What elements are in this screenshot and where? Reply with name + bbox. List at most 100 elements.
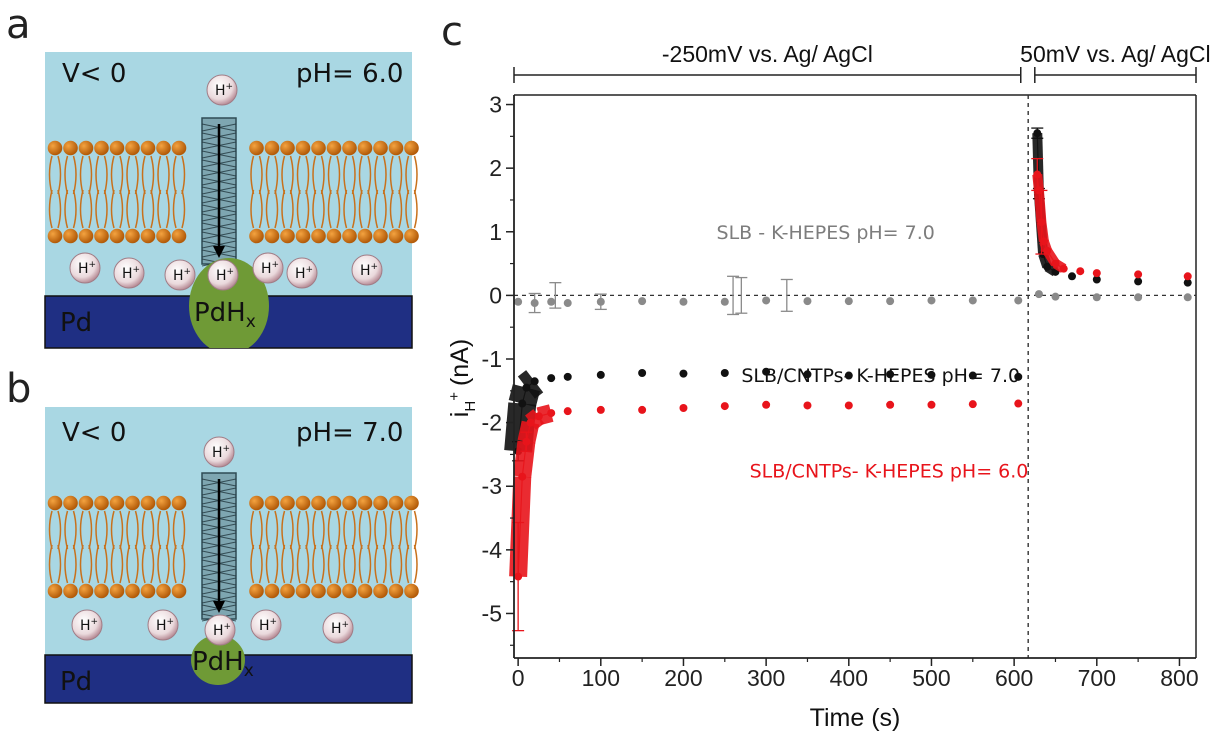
x-tick: 0 [512,658,525,691]
data-point [720,402,729,411]
data-point [638,369,647,378]
data-point [563,299,572,308]
carbon-nanotube-porin [201,117,237,267]
x-tick-label: 600 [995,665,1033,691]
proton-ion: H+ [164,259,196,291]
schematic-panel-b: V< 0 pH= 7.0 Pd PdHx H+ H+ H+ H+ H+ H+ [44,407,419,704]
span-label: 50mV vs. Ag/ AgCl [1020,41,1210,67]
proton-ions: H+H+H+ H+ H+ H+H+ H+ [69,74,383,291]
series-0 [514,275,1192,316]
data-point [1183,293,1192,302]
y-tick-label: -1 [482,346,502,372]
lipid-molecule [388,495,404,599]
lipid-molecule [342,495,357,599]
y-tick-label: 0 [489,282,502,308]
x-tick-label: 300 [747,665,785,691]
data-point [1051,292,1060,301]
y-tick: -5 [482,600,514,626]
lipid-molecule [295,495,311,599]
voltage-label: V< 0 [62,418,126,448]
lipid-molecule [47,495,63,599]
lipid-molecule [63,495,78,599]
ph-label: pH= 6.0 [296,59,403,89]
y-axis-title: iH+(nA) [446,339,479,417]
data-point [1043,262,1052,271]
x-tick: 100 [582,658,620,691]
data-point [927,296,936,305]
lipid-molecule [280,495,295,599]
lipid-molecule [171,140,187,244]
data-band-segment [513,440,536,478]
data-point [522,383,531,392]
data-point [1076,267,1085,276]
data-point [886,297,895,306]
hydride-label: PdHx [192,647,254,681]
data-point [762,296,771,305]
proton-ion: H+ [206,74,238,106]
x-tick-label: 100 [582,665,620,691]
data-point [844,401,853,410]
hydride-label: PdHx [194,298,256,332]
data-point [968,400,977,409]
data-point [1092,293,1101,302]
x-tick: 800 [1160,658,1199,691]
data-point [844,297,853,306]
potential-spans: -250mV vs. Ag/ AgCl 50mV vs. Ag/ AgCl [513,41,1211,83]
lipid-molecule [264,495,280,599]
data-point [526,418,535,427]
data-point [679,297,688,306]
lipid-molecule [311,495,326,599]
series-1 [504,127,1192,462]
lipid-molecule [249,140,264,244]
span-annotation: 50mV vs. Ag/ AgCl [1020,41,1211,83]
data-point [1014,372,1023,381]
data-point [886,400,895,409]
data-point [1092,269,1101,278]
y-tick: -4 [482,537,514,563]
data-point [1034,290,1043,299]
data-series [504,127,1192,632]
lipid-molecule [249,495,264,599]
proton-ion: H+ [207,259,239,291]
data-point [518,472,527,481]
data-point [563,372,572,381]
y-tick: -1 [482,346,514,372]
data-point [720,369,729,378]
lipid-molecule [63,140,78,244]
lipid-molecule [388,140,404,244]
y-tick: 2 [489,155,514,181]
data-point [563,407,572,416]
lipid-molecule [373,140,388,244]
data-point [844,371,853,380]
y-tick: 3 [489,92,514,118]
series-label: SLB/CNTPs- K-HEPES pH= 7.0 [741,365,1020,387]
y-tick-label: -2 [482,410,502,436]
reference-lines [514,95,1196,658]
lipid-molecule [140,495,156,599]
x-tick-label: 700 [1078,665,1116,691]
lipid-molecule [156,140,171,244]
lipid-molecule [280,140,295,244]
data-point [1043,246,1052,255]
x-tick-label: 800 [1160,665,1198,691]
proton-ion: H+ [204,614,236,646]
x-tick: 500 [912,658,951,691]
proton-ion: H+ [351,254,383,286]
proton-ion: H+ [71,609,103,641]
chart-panel-c: -250mV vs. Ag/ AgCl 50mV vs. Ag/ AgCl 0 10… [446,41,1211,731]
lipid-molecule [171,495,187,599]
lipid-molecule [109,140,125,244]
proton-ion: H+ [203,436,235,468]
data-point [638,297,647,306]
arrow-head-icon [213,246,225,258]
y-tick-label: -4 [482,537,503,563]
data-point [1183,278,1192,287]
x-tick: 200 [664,658,703,691]
data-point [968,371,977,380]
series-label: SLB/CNTPs- K-HEPES pH= 6.0 [750,460,1029,482]
data-point [534,412,543,421]
lipid-molecule [311,140,326,244]
data-band-segment [509,476,532,577]
proton-ion: H+ [113,257,145,289]
